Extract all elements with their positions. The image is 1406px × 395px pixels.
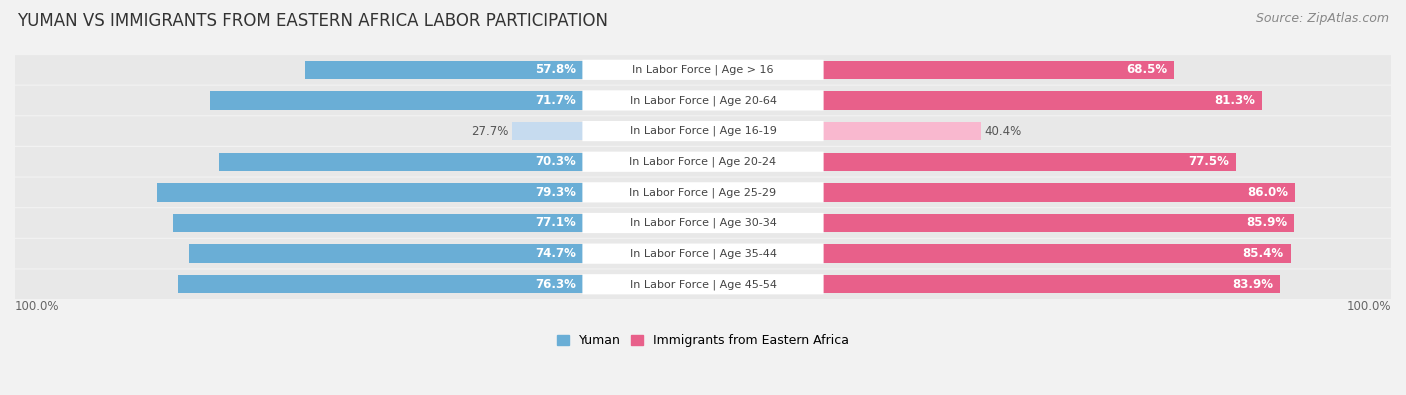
FancyBboxPatch shape bbox=[15, 147, 1391, 177]
Bar bbox=[703, 275, 1281, 293]
Text: 40.4%: 40.4% bbox=[984, 124, 1022, 137]
Bar bbox=[703, 91, 1263, 110]
Text: In Labor Force | Age 30-34: In Labor Force | Age 30-34 bbox=[630, 218, 776, 228]
Bar bbox=[703, 60, 1174, 79]
FancyBboxPatch shape bbox=[15, 208, 1391, 238]
Text: 74.7%: 74.7% bbox=[534, 247, 575, 260]
FancyBboxPatch shape bbox=[15, 117, 1391, 146]
Text: In Labor Force | Age 20-64: In Labor Force | Age 20-64 bbox=[630, 95, 776, 106]
Bar bbox=[157, 183, 703, 201]
Text: 77.5%: 77.5% bbox=[1188, 155, 1229, 168]
Bar bbox=[179, 275, 703, 293]
FancyBboxPatch shape bbox=[582, 182, 824, 203]
Text: 79.3%: 79.3% bbox=[534, 186, 575, 199]
Bar bbox=[305, 60, 703, 79]
Text: 81.3%: 81.3% bbox=[1215, 94, 1256, 107]
FancyBboxPatch shape bbox=[582, 121, 824, 141]
FancyBboxPatch shape bbox=[15, 239, 1391, 268]
Text: 83.9%: 83.9% bbox=[1232, 278, 1274, 291]
Text: YUMAN VS IMMIGRANTS FROM EASTERN AFRICA LABOR PARTICIPATION: YUMAN VS IMMIGRANTS FROM EASTERN AFRICA … bbox=[17, 12, 607, 30]
Text: 70.3%: 70.3% bbox=[534, 155, 575, 168]
FancyBboxPatch shape bbox=[582, 274, 824, 294]
Text: 86.0%: 86.0% bbox=[1247, 186, 1288, 199]
Text: 85.9%: 85.9% bbox=[1246, 216, 1286, 229]
Text: 85.4%: 85.4% bbox=[1243, 247, 1284, 260]
Bar bbox=[188, 245, 703, 263]
FancyBboxPatch shape bbox=[582, 152, 824, 172]
Text: 100.0%: 100.0% bbox=[1347, 299, 1391, 312]
Bar bbox=[703, 214, 1294, 232]
Bar bbox=[512, 122, 703, 140]
Text: 57.8%: 57.8% bbox=[534, 63, 575, 76]
Text: 27.7%: 27.7% bbox=[471, 124, 509, 137]
Text: 77.1%: 77.1% bbox=[534, 216, 575, 229]
Text: 71.7%: 71.7% bbox=[534, 94, 575, 107]
Text: 68.5%: 68.5% bbox=[1126, 63, 1167, 76]
Text: Source: ZipAtlas.com: Source: ZipAtlas.com bbox=[1256, 12, 1389, 25]
Text: In Labor Force | Age 45-54: In Labor Force | Age 45-54 bbox=[630, 279, 776, 290]
FancyBboxPatch shape bbox=[582, 60, 824, 80]
FancyBboxPatch shape bbox=[582, 90, 824, 111]
Bar bbox=[703, 245, 1291, 263]
Text: In Labor Force | Age 25-29: In Labor Force | Age 25-29 bbox=[630, 187, 776, 198]
Text: In Labor Force | Age 20-24: In Labor Force | Age 20-24 bbox=[630, 156, 776, 167]
Bar bbox=[703, 122, 981, 140]
FancyBboxPatch shape bbox=[15, 178, 1391, 207]
Text: In Labor Force | Age 16-19: In Labor Force | Age 16-19 bbox=[630, 126, 776, 136]
FancyBboxPatch shape bbox=[582, 244, 824, 264]
Bar bbox=[703, 183, 1295, 201]
Text: 76.3%: 76.3% bbox=[534, 278, 575, 291]
Bar bbox=[703, 152, 1236, 171]
FancyBboxPatch shape bbox=[582, 213, 824, 233]
FancyBboxPatch shape bbox=[15, 55, 1391, 85]
FancyBboxPatch shape bbox=[15, 86, 1391, 115]
Text: In Labor Force | Age > 16: In Labor Force | Age > 16 bbox=[633, 64, 773, 75]
Bar bbox=[173, 214, 703, 232]
FancyBboxPatch shape bbox=[15, 269, 1391, 299]
Bar bbox=[219, 152, 703, 171]
Legend: Yuman, Immigrants from Eastern Africa: Yuman, Immigrants from Eastern Africa bbox=[557, 334, 849, 347]
Text: In Labor Force | Age 35-44: In Labor Force | Age 35-44 bbox=[630, 248, 776, 259]
Text: 100.0%: 100.0% bbox=[15, 299, 59, 312]
Bar bbox=[209, 91, 703, 110]
